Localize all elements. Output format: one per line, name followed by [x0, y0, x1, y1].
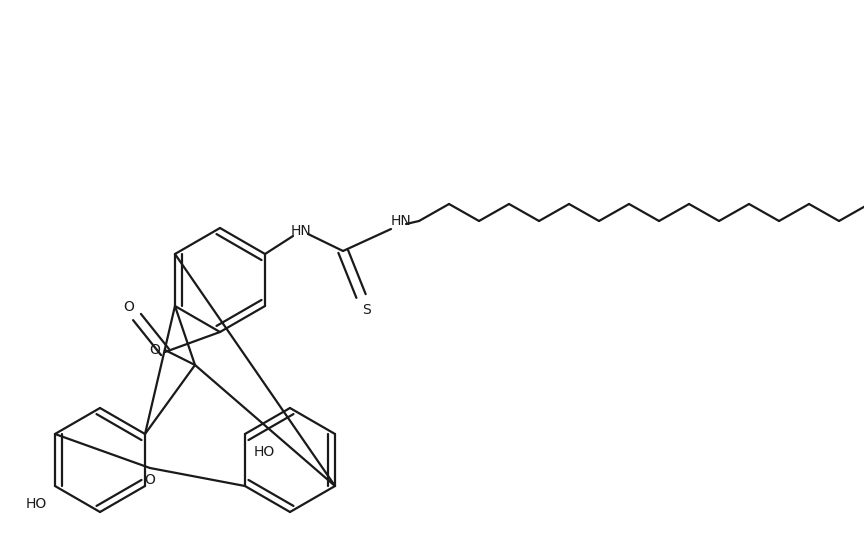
- Text: O: O: [124, 300, 135, 314]
- Text: O: O: [144, 473, 156, 487]
- Text: HO: HO: [253, 445, 275, 459]
- Text: HN: HN: [290, 224, 311, 238]
- Text: O: O: [149, 343, 161, 357]
- Text: HN: HN: [391, 214, 411, 228]
- Text: S: S: [362, 303, 371, 317]
- Text: HO: HO: [25, 497, 47, 511]
